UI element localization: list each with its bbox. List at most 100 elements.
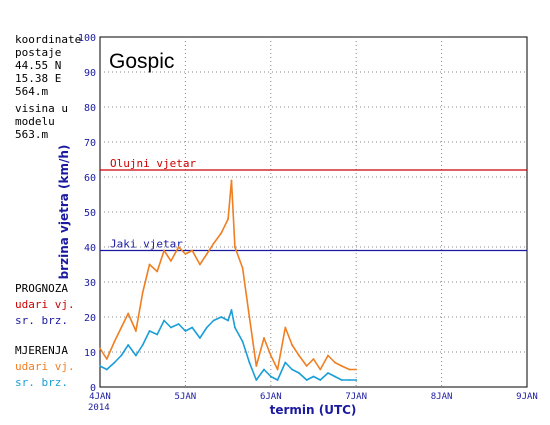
forecast-title: PROGNOZA — [15, 282, 68, 295]
series-point — [113, 340, 116, 343]
forecast-mean-label: sr. brz. — [15, 314, 68, 327]
series-point — [191, 326, 194, 329]
measured-title: MJERENJA — [15, 344, 68, 357]
x-tick-label: 8JAN — [431, 392, 453, 402]
reference-line-label: Jaki vjetar — [110, 238, 183, 251]
series-point — [305, 365, 308, 367]
y-tick-label: 20 — [84, 313, 96, 324]
coord-label-2: postaje — [15, 46, 62, 59]
station-elev: 564.m — [15, 85, 49, 98]
series-point — [135, 354, 137, 357]
series-point — [298, 354, 300, 357]
x-tick-label: 6JAN — [260, 392, 282, 402]
series-point — [248, 361, 251, 364]
station-info: koordinate postaje 44.55 N 15.38 E 564.m… — [15, 33, 81, 141]
series-point — [127, 344, 130, 346]
series-point — [255, 379, 258, 381]
y-tick-label: 90 — [84, 68, 96, 79]
series-point — [177, 323, 180, 325]
series-point — [263, 368, 265, 371]
series-point — [135, 330, 137, 332]
series-point — [284, 361, 287, 364]
series-point — [248, 316, 251, 318]
series-point — [184, 330, 187, 332]
x-tick-label: 9JAN — [516, 392, 538, 402]
y-tick-label: 10 — [84, 348, 96, 359]
y-tick-label: 70 — [84, 138, 96, 149]
y-tick-label: 60 — [84, 173, 96, 184]
series-point — [327, 354, 329, 357]
series-point — [263, 337, 265, 339]
measured-mean-label: sr. brz. — [15, 376, 68, 389]
series-point — [99, 365, 101, 367]
series-point — [105, 358, 108, 360]
series-point — [205, 253, 208, 255]
coord-label-1: koordinate — [15, 33, 82, 46]
series-point — [276, 379, 279, 381]
series-point — [334, 361, 336, 364]
series-point — [284, 326, 287, 329]
series-point — [291, 344, 293, 346]
y-tick-label: 100 — [78, 33, 96, 44]
series-point — [148, 330, 151, 332]
x-axis: 4JAN 5JAN 6JAN 7JAN 8JAN 9JAN — [89, 392, 538, 402]
series-point — [205, 326, 208, 329]
x-tick-year: 2014 — [88, 403, 110, 413]
series-point — [199, 263, 201, 266]
series-point — [319, 368, 322, 371]
series-point — [220, 316, 223, 318]
series-point — [234, 246, 236, 248]
series-point — [113, 361, 116, 364]
series-point — [227, 319, 230, 322]
y-tick-label: 50 — [84, 208, 96, 219]
series-point — [156, 333, 159, 336]
series-point — [227, 218, 230, 220]
series-point — [184, 253, 187, 255]
model-label-2: modelu — [15, 115, 55, 128]
series-point — [220, 232, 223, 234]
station-lon: 15.38 E — [15, 72, 62, 85]
series-point — [120, 354, 123, 357]
series-point — [212, 242, 215, 245]
y-tick-label: 30 — [84, 278, 96, 289]
series-point — [348, 368, 351, 371]
series-point — [319, 379, 322, 381]
series-point — [340, 379, 343, 381]
series-point — [163, 319, 166, 322]
series-point — [163, 249, 166, 252]
series-point — [355, 368, 358, 371]
x-axis-label: termin (UTC) — [270, 403, 357, 417]
series-point — [291, 368, 293, 371]
model-elev: 563.m — [15, 128, 49, 141]
series-point — [170, 326, 172, 329]
y-axis-label: brzina vjetra (km/h) — [57, 145, 71, 280]
x-tick-label: 7JAN — [345, 392, 367, 402]
series-point — [334, 375, 336, 378]
series-point — [340, 365, 343, 367]
series-point — [327, 372, 329, 374]
series-point — [348, 379, 351, 381]
model-label-1: visina u — [15, 102, 68, 115]
reference-line-label: Olujni vjetar — [110, 157, 196, 170]
series-point — [276, 368, 279, 371]
series-point — [141, 291, 144, 294]
y-tick-label: 40 — [84, 243, 96, 254]
series-point — [120, 326, 123, 329]
chart-title: Gospic — [109, 50, 174, 73]
measured-gust-label: udari vj. — [15, 360, 75, 373]
y-axis: 0 10 20 30 40 50 60 70 80 90 100 — [78, 33, 96, 394]
series-point — [234, 326, 236, 329]
series-point — [230, 179, 233, 182]
series-point — [269, 354, 272, 357]
series-point — [105, 368, 108, 371]
series-group — [99, 179, 358, 381]
series-point — [127, 312, 130, 315]
measured-legend: MJERENJA udari vj. sr. brz. — [15, 344, 75, 389]
series-point — [177, 246, 180, 248]
y-tick-label: 80 — [84, 103, 96, 114]
series-point — [241, 340, 244, 343]
series-line — [99, 179, 357, 371]
series-point — [298, 372, 300, 374]
plot-area — [99, 36, 528, 388]
